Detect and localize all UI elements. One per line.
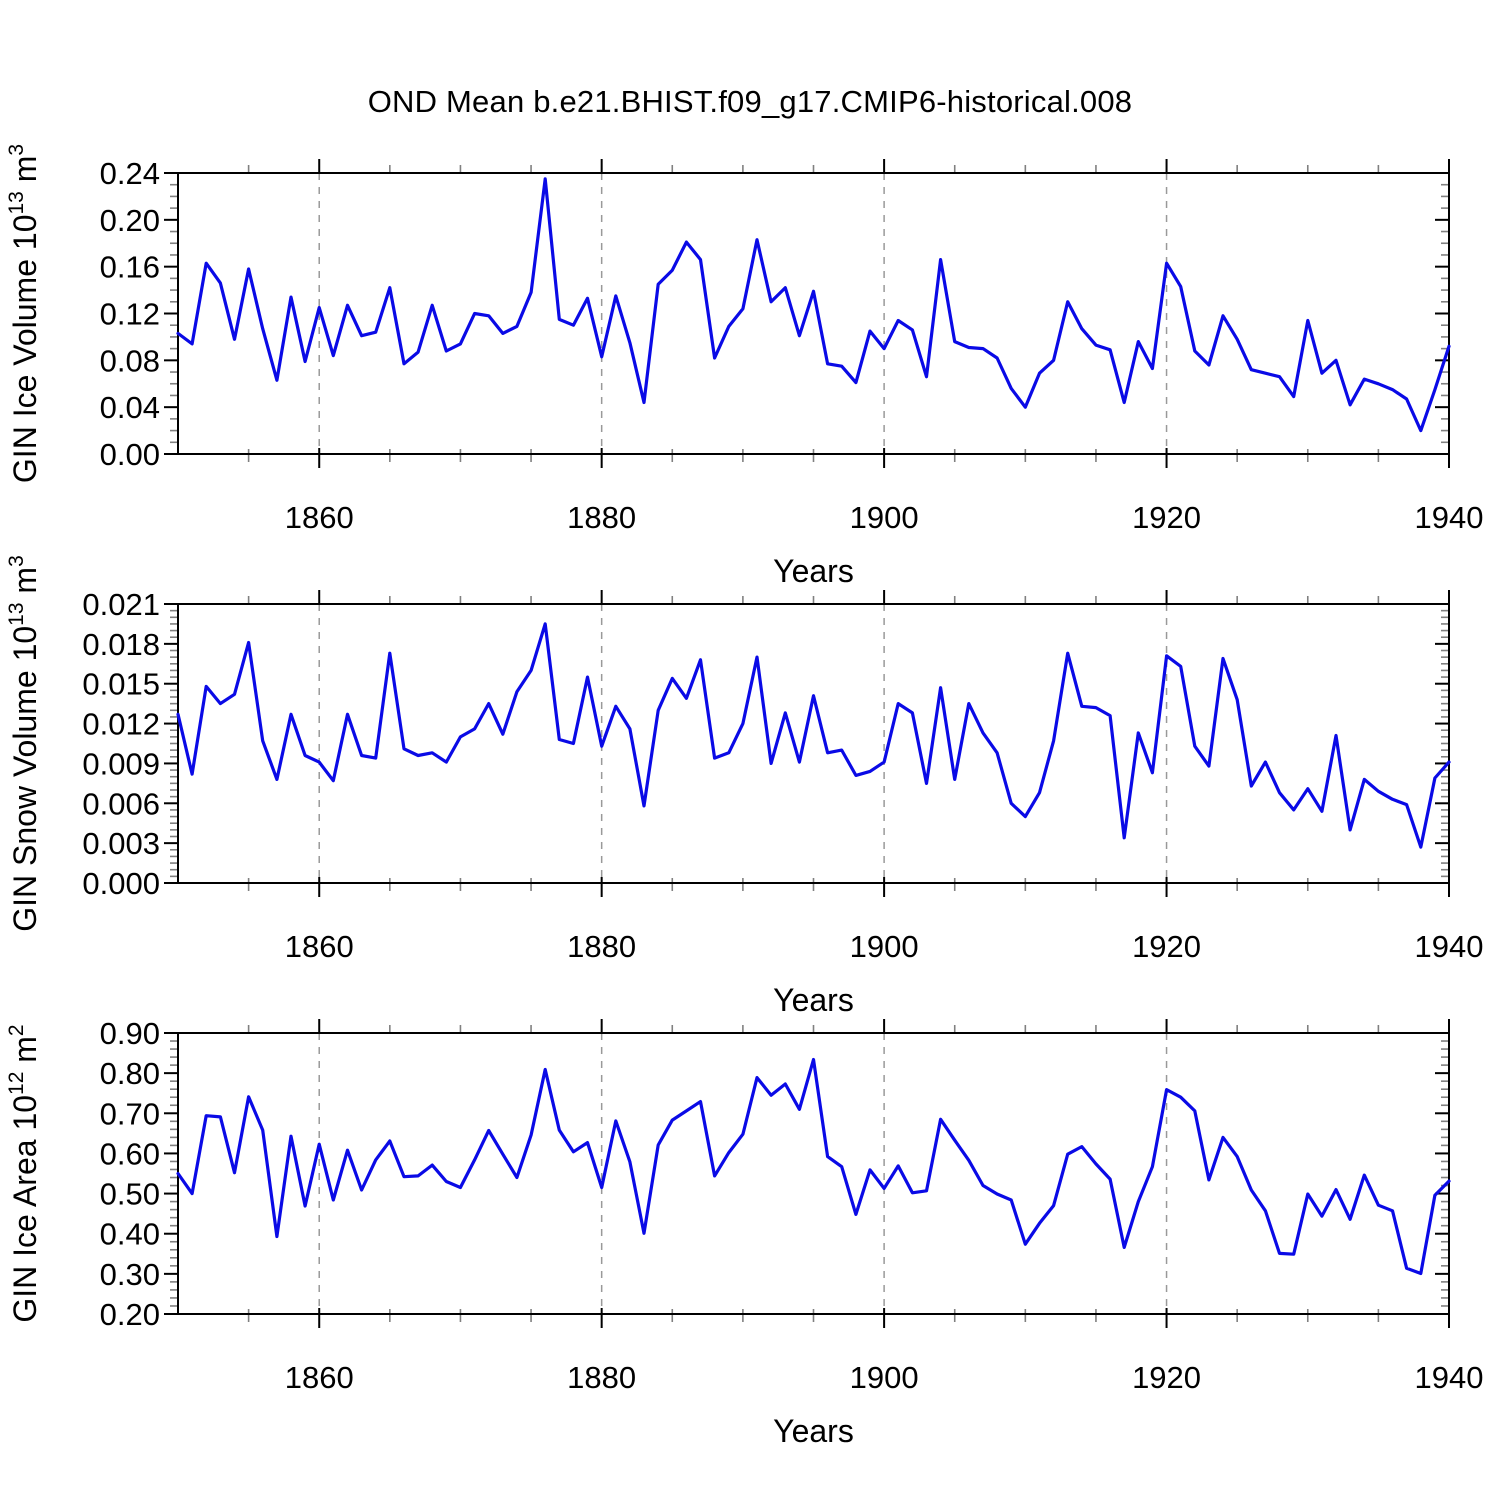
x-tick-label: 1860 [285, 1360, 354, 1395]
plot-border [177, 172, 1450, 455]
y-tick-label: 0.015 [82, 667, 160, 702]
y-tick-label: 0.08 [100, 343, 160, 378]
x-tick-label: 1940 [1415, 929, 1484, 964]
y-tick-label: 0.50 [100, 1177, 160, 1212]
y-tick-label: 0.003 [82, 826, 160, 861]
x-tick-label: 1940 [1415, 1360, 1484, 1395]
y-tick-label: 0.018 [82, 627, 160, 662]
y-tick-label: 0.16 [100, 250, 160, 285]
series-line-gin-ice-area [176, 1057, 1451, 1276]
y-tick-label: 0.00 [100, 437, 160, 472]
x-tick-label: 1920 [1132, 1360, 1201, 1395]
y-tick-label: 0.40 [100, 1217, 160, 1252]
y-tick-label: 0.60 [100, 1136, 160, 1171]
y-tick-label: 0.000 [82, 866, 160, 901]
y-tick-label: 0.009 [82, 746, 160, 781]
x-tick-label: 1920 [1132, 929, 1201, 964]
y-tick-label: 0.24 [100, 156, 160, 191]
series-line-gin-ice-volume [176, 177, 1451, 433]
x-tick-label: 1900 [850, 1360, 919, 1395]
y-axis-title: GIN Ice Area 1012 m2 [5, 1024, 43, 1322]
plot-border [177, 603, 1450, 884]
y-tick-label: 0.30 [100, 1257, 160, 1292]
x-tick-label: 1880 [567, 929, 636, 964]
y-tick-label: 0.70 [100, 1096, 160, 1131]
x-tick-label: 1920 [1132, 500, 1201, 535]
x-axis-title: Years [773, 982, 854, 1018]
y-axis-title: GIN Snow Volume 1013 m3 [5, 555, 43, 932]
x-tick-label: 1860 [285, 929, 354, 964]
chart-title: OND Mean b.e21.BHIST.f09_g17.CMIP6-histo… [367, 84, 1133, 119]
x-axis-title: Years [773, 1413, 854, 1449]
panel-gin-ice-area: 1860 1880 1900 1920 1940 0.20 0.30 0.40 0.50 0.60… [5, 1016, 1483, 1449]
x-tick-label: 1880 [567, 500, 636, 535]
y-tick-label: 0.021 [82, 587, 160, 622]
x-tick-label: 1880 [567, 1360, 636, 1395]
y-tick-label: 0.012 [82, 707, 160, 742]
series-line-gin-snow-volume [176, 622, 1451, 849]
y-tick-label: 0.20 [100, 203, 160, 238]
x-tick-label: 1940 [1415, 500, 1484, 535]
x-tick-label: 1900 [850, 500, 919, 535]
y-tick-label: 0.90 [100, 1016, 160, 1051]
y-tick-label: 0.12 [100, 297, 160, 332]
y-tick-label: 0.20 [100, 1297, 160, 1332]
y-tick-label: 0.04 [100, 390, 160, 425]
y-axis-title: GIN Ice Volume 1013 m3 [5, 144, 43, 483]
y-tick-label: 0.80 [100, 1056, 160, 1091]
x-tick-label: 1900 [850, 929, 919, 964]
x-axis-title: Years [773, 553, 854, 589]
panel-gin-snow-volume: 1860 1880 1900 1920 1940 0.000 0.003 0.006 0.009… [5, 555, 1483, 1018]
x-tick-label: 1860 [285, 500, 354, 535]
panel-gin-ice-volume: 1860 1880 1900 1920 1940 0.00 0.04 0.08 0.12 0.16… [5, 144, 1483, 589]
y-tick-label: 0.006 [82, 786, 160, 821]
